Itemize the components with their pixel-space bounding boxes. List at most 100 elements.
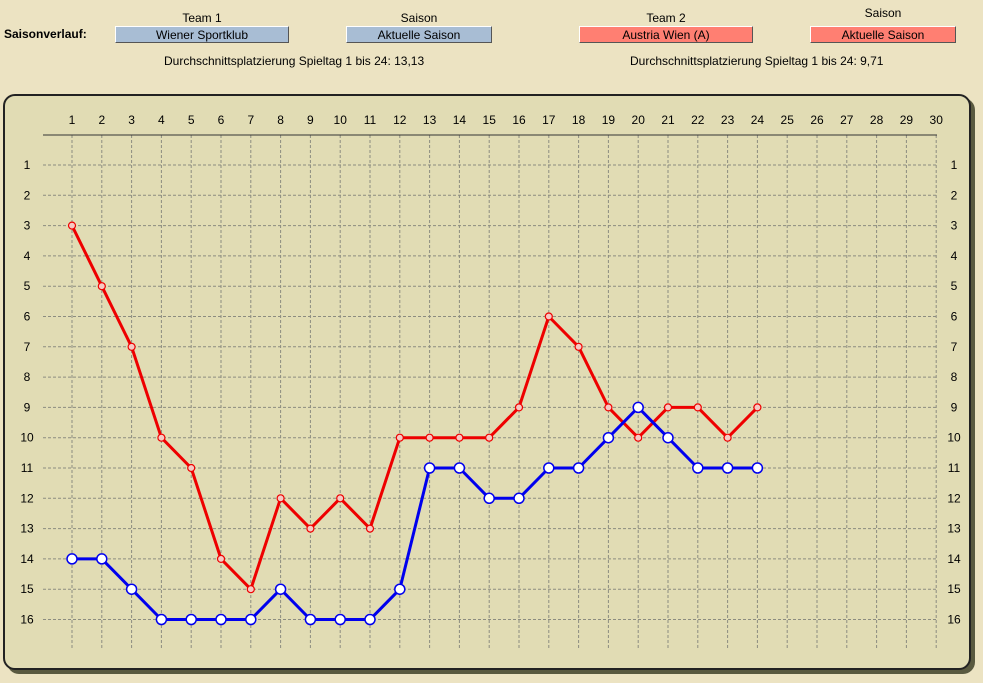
y-tick-label-left-10: 10: [20, 431, 34, 445]
series-2-point-12: [395, 433, 404, 442]
team2-select[interactable]: Austria Wien (A): [579, 26, 753, 43]
series-1-point-11: [364, 613, 376, 626]
x-tick-label-13: 13: [423, 113, 437, 127]
x-tick-label-30: 30: [930, 113, 944, 127]
series-1-point-8: [274, 583, 287, 595]
team1-average: Durchschnittsplatzierung Spieltag 1 bis …: [164, 54, 425, 68]
y-tick-label-left-14: 14: [20, 552, 34, 566]
x-tick-label-10: 10: [334, 113, 348, 127]
y-tick-label-right-10: 10: [947, 431, 961, 445]
team1-select[interactable]: Wiener Sportklub: [115, 26, 289, 43]
y-tick-label-left-2: 2: [24, 188, 31, 202]
x-tick-label-22: 22: [691, 113, 705, 127]
y-tick-label-right-15: 15: [947, 582, 961, 596]
series-1-point-10: [334, 613, 346, 626]
y-tick-label-right-12: 12: [947, 491, 961, 505]
x-tick-label-17: 17: [542, 113, 556, 127]
series-2-point-20: [634, 433, 643, 442]
y-tick-label-right-2: 2: [951, 188, 958, 202]
season1-label: Saison: [400, 11, 438, 25]
y-tick-label-left-13: 13: [20, 522, 34, 536]
x-tick-label-29: 29: [900, 113, 914, 127]
y-tick-label-left-3: 3: [24, 219, 31, 233]
y-tick-label-left-5: 5: [24, 279, 31, 293]
y-tick-label-right-16: 16: [947, 613, 961, 627]
series-2-point-11: [365, 524, 375, 533]
series-2-point-19: [604, 403, 613, 412]
x-tick-label-15: 15: [483, 113, 497, 127]
series-1-point-19: [602, 431, 615, 444]
series-2-point-22: [693, 403, 702, 412]
y-tick-label-right-7: 7: [951, 340, 958, 354]
x-tick-label-5: 5: [188, 113, 195, 127]
series-2-point-13: [425, 433, 434, 442]
team2-average: Durchschnittsplatzierung Spieltag 1 bis …: [630, 54, 884, 68]
y-tick-label-left-1: 1: [24, 158, 31, 172]
series-1-point-21: [662, 431, 674, 444]
series-1-point-24: [751, 462, 764, 474]
series-1-point-5: [185, 613, 197, 626]
x-tick-label-24: 24: [751, 113, 765, 127]
x-tick-label-21: 21: [661, 113, 675, 127]
series-2-point-6: [216, 554, 226, 564]
x-tick-label-19: 19: [602, 113, 616, 127]
x-tick-label-12: 12: [393, 113, 407, 127]
y-tick-label-right-13: 13: [947, 522, 961, 536]
y-tick-label-right-3: 3: [951, 219, 958, 233]
x-tick-label-25: 25: [781, 113, 795, 127]
x-tick-label-7: 7: [247, 113, 254, 127]
x-tick-label-11: 11: [364, 113, 377, 127]
team1-label: Team 1: [182, 11, 222, 25]
y-tick-label-left-9: 9: [24, 400, 31, 414]
y-tick-label-right-9: 9: [951, 400, 958, 414]
series-1-point-13: [423, 462, 436, 474]
season1-select[interactable]: Aktuelle Saison: [346, 26, 492, 43]
series-1-point-15: [483, 492, 495, 505]
y-tick-label-right-14: 14: [947, 552, 961, 566]
series-1-point-17: [543, 462, 555, 474]
series-1-point-16: [513, 492, 525, 505]
x-tick-label-26: 26: [810, 113, 824, 127]
series-2-point-14: [455, 433, 464, 442]
series-2-point-8: [276, 494, 285, 503]
series-1-point-12: [394, 583, 406, 595]
x-tick-label-23: 23: [721, 113, 735, 127]
x-tick-label-14: 14: [453, 113, 467, 127]
y-tick-label-left-15: 15: [20, 582, 34, 596]
season2-select[interactable]: Aktuelle Saison: [810, 26, 956, 43]
series-2-point-16: [514, 403, 524, 412]
series-2-point-17: [544, 312, 553, 321]
y-tick-label-right-1: 1: [951, 158, 958, 172]
y-tick-label-left-11: 11: [21, 461, 34, 475]
series-2-point-21: [663, 403, 673, 412]
series-1-point-20: [632, 401, 644, 414]
series-1-point-23: [721, 462, 734, 474]
x-tick-label-9: 9: [307, 113, 314, 127]
chart-panel: [3, 94, 971, 670]
x-tick-label-18: 18: [572, 113, 586, 127]
y-tick-label-right-4: 4: [951, 249, 958, 263]
y-tick-label-left-16: 16: [20, 613, 34, 627]
y-tick-label-left-6: 6: [24, 310, 31, 324]
x-tick-label-20: 20: [632, 113, 646, 127]
team2-label: Team 2: [646, 11, 686, 25]
x-tick-label-8: 8: [277, 113, 284, 127]
series-2-point-5: [187, 463, 196, 473]
x-tick-label-4: 4: [158, 113, 165, 127]
series-2-point-9: [306, 524, 315, 533]
series-line-2: [70, 224, 759, 591]
series-2-point-3: [127, 342, 136, 351]
x-tick-label-16: 16: [512, 113, 526, 127]
series-2-point-7: [246, 585, 255, 594]
series-1-point-3: [125, 583, 138, 595]
saisonverlauf-label: Saisonverlauf:: [4, 27, 87, 41]
x-tick-label-27: 27: [840, 113, 854, 127]
series-2-point-10: [336, 494, 345, 503]
series-1-point-22: [692, 462, 704, 474]
series-1-point-7: [245, 613, 257, 626]
x-tick-label-3: 3: [128, 113, 135, 127]
season2-label: Saison: [864, 6, 902, 20]
series-2-point-24: [753, 403, 762, 412]
series-1-point-14: [453, 462, 466, 474]
